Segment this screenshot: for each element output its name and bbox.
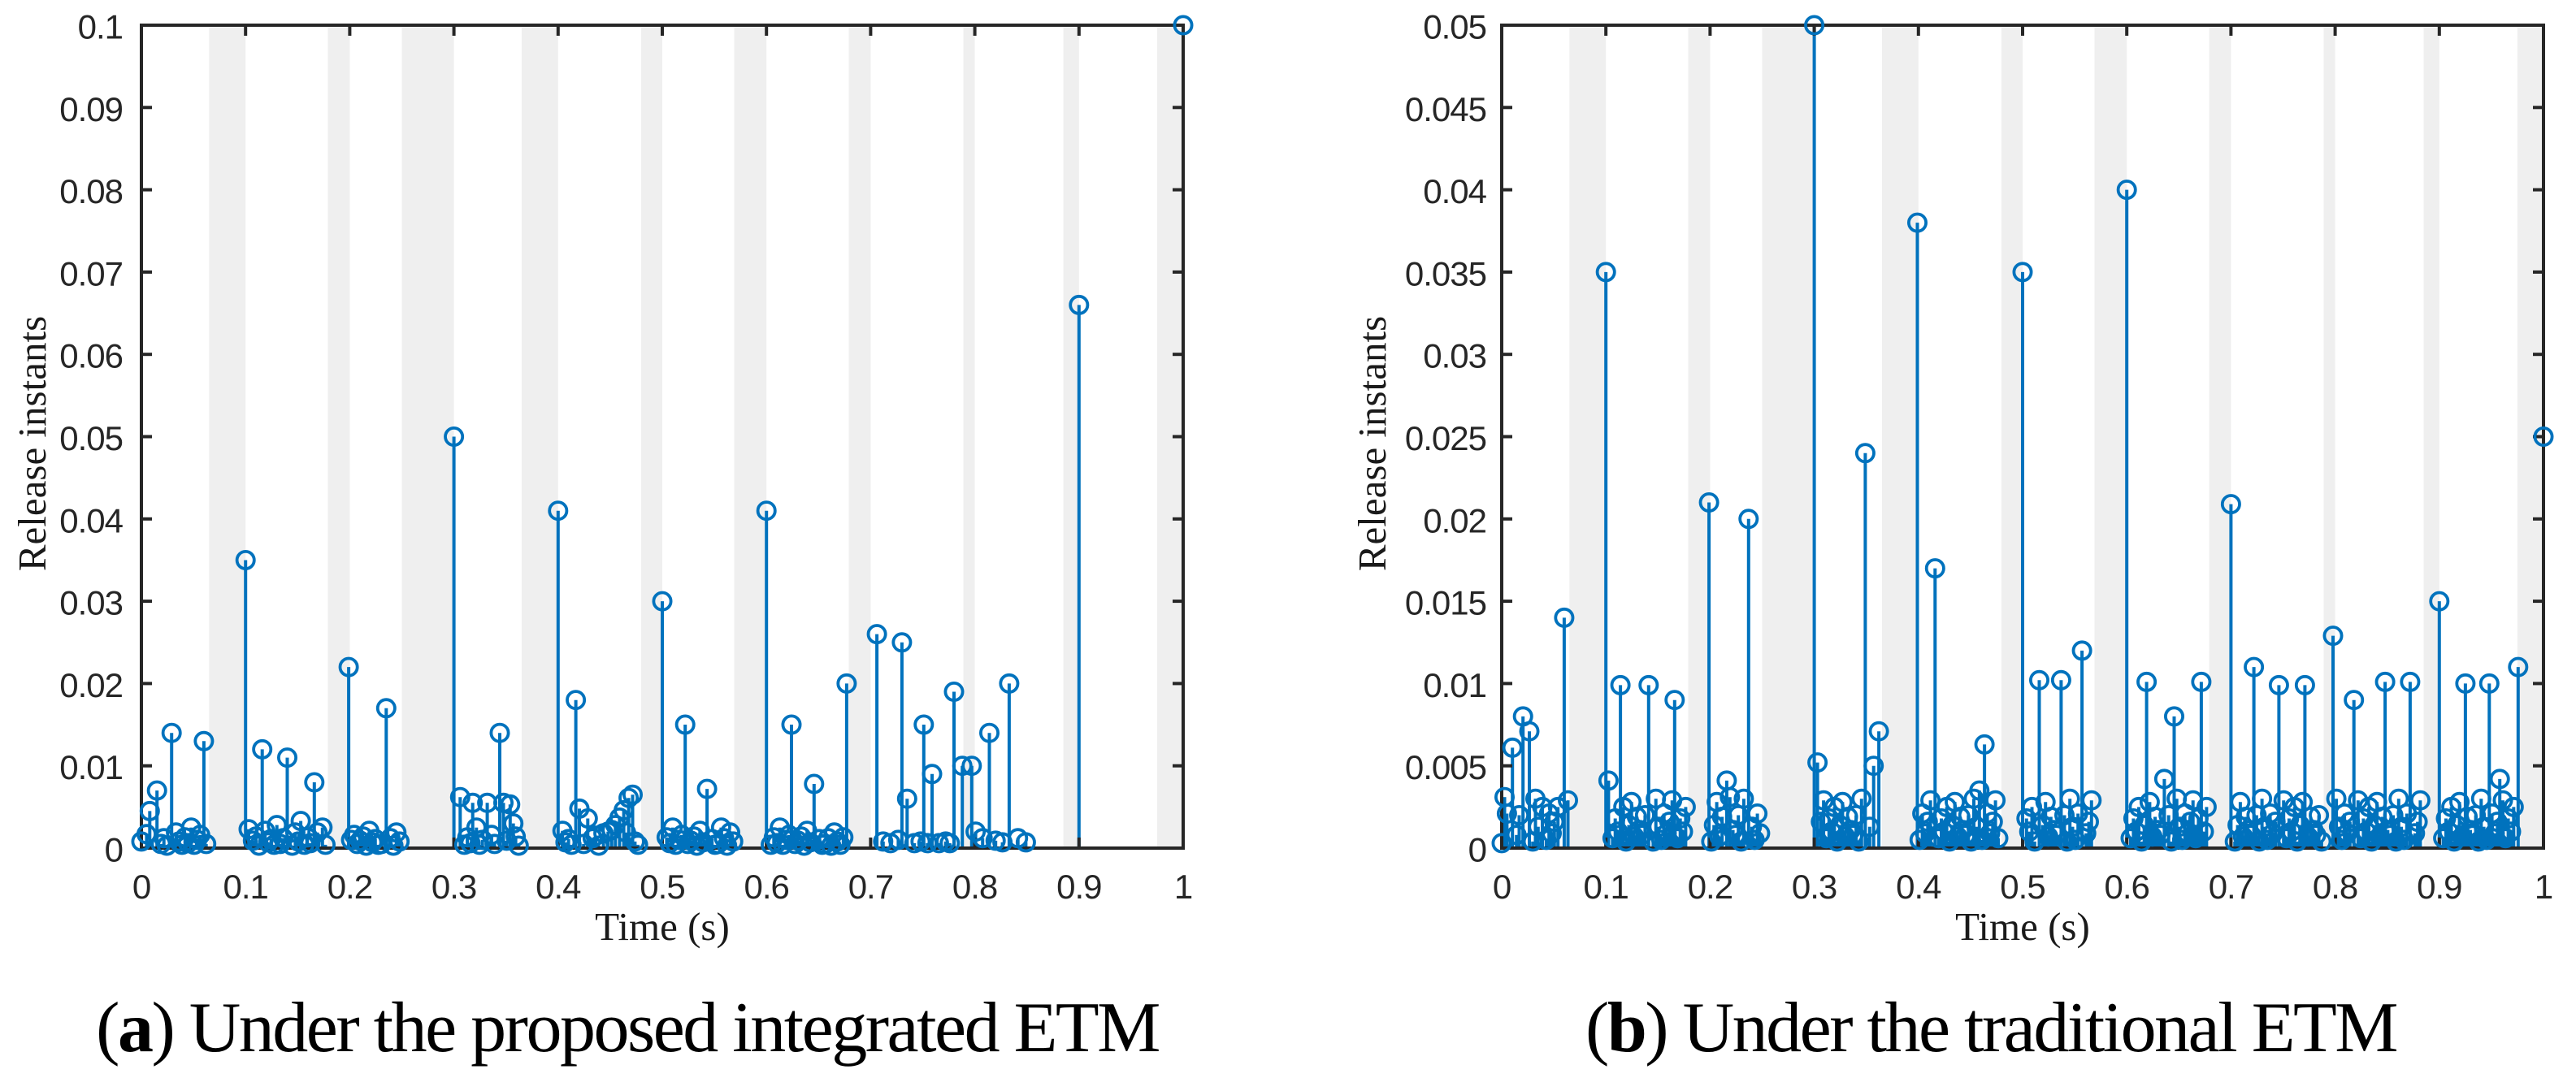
- svg-text:0.05: 0.05: [1423, 8, 1486, 46]
- svg-text:0.1: 0.1: [1584, 868, 1628, 906]
- svg-text:0.1: 0.1: [78, 8, 123, 46]
- svg-text:1: 1: [1174, 868, 1192, 906]
- svg-text:0.2: 0.2: [327, 868, 372, 906]
- svg-text:Release instants: Release instants: [10, 316, 54, 571]
- svg-text:0.04: 0.04: [1423, 172, 1486, 210]
- svg-text:(a) Under the proposed integra: (a) Under the proposed integrated ETM: [96, 989, 1159, 1067]
- svg-text:0.02: 0.02: [59, 666, 123, 704]
- svg-text:Release instants: Release instants: [1350, 316, 1394, 571]
- svg-text:0.9: 0.9: [1056, 868, 1101, 906]
- svg-text:0.09: 0.09: [59, 90, 123, 128]
- svg-text:0.4: 0.4: [1896, 868, 1941, 906]
- svg-text:0.005: 0.005: [1405, 748, 1486, 786]
- svg-text:1: 1: [2535, 868, 2552, 906]
- svg-text:0.8: 0.8: [2313, 868, 2357, 906]
- svg-text:0: 0: [132, 868, 150, 906]
- svg-text:0.5: 0.5: [640, 868, 684, 906]
- svg-text:0.7: 0.7: [2209, 868, 2253, 906]
- svg-text:0.015: 0.015: [1405, 584, 1486, 622]
- svg-text:0: 0: [1468, 831, 1486, 869]
- svg-text:0: 0: [1493, 868, 1511, 906]
- svg-text:0.8: 0.8: [952, 868, 997, 906]
- svg-text:0.06: 0.06: [59, 337, 123, 375]
- svg-text:0.5: 0.5: [2000, 868, 2045, 906]
- svg-text:0.025: 0.025: [1405, 419, 1486, 457]
- svg-text:0.05: 0.05: [59, 419, 123, 457]
- svg-text:0.035: 0.035: [1405, 254, 1486, 292]
- svg-text:0.02: 0.02: [1423, 501, 1486, 539]
- svg-text:(b) Under the traditional ETM: (b) Under the traditional ETM: [1585, 989, 2396, 1067]
- svg-text:0: 0: [105, 831, 123, 869]
- svg-text:Time (s): Time (s): [595, 904, 730, 949]
- svg-text:0.04: 0.04: [59, 501, 123, 539]
- svg-text:0.3: 0.3: [1792, 868, 1837, 906]
- svg-text:0.3: 0.3: [432, 868, 476, 906]
- svg-text:Time (s): Time (s): [1955, 904, 2090, 949]
- svg-text:0.03: 0.03: [1423, 337, 1486, 375]
- svg-text:0.2: 0.2: [1688, 868, 1733, 906]
- svg-text:0.7: 0.7: [848, 868, 893, 906]
- svg-text:0.4: 0.4: [536, 868, 581, 906]
- svg-text:0.9: 0.9: [2417, 868, 2461, 906]
- svg-text:0.01: 0.01: [1423, 666, 1486, 704]
- svg-text:0.6: 0.6: [2105, 868, 2149, 906]
- svg-text:0.1: 0.1: [223, 868, 268, 906]
- svg-text:0.6: 0.6: [744, 868, 789, 906]
- svg-text:0.045: 0.045: [1405, 90, 1486, 128]
- svg-text:0.03: 0.03: [59, 584, 123, 622]
- svg-text:0.01: 0.01: [59, 748, 123, 786]
- svg-text:0.08: 0.08: [59, 172, 123, 210]
- svg-text:0.07: 0.07: [59, 254, 123, 292]
